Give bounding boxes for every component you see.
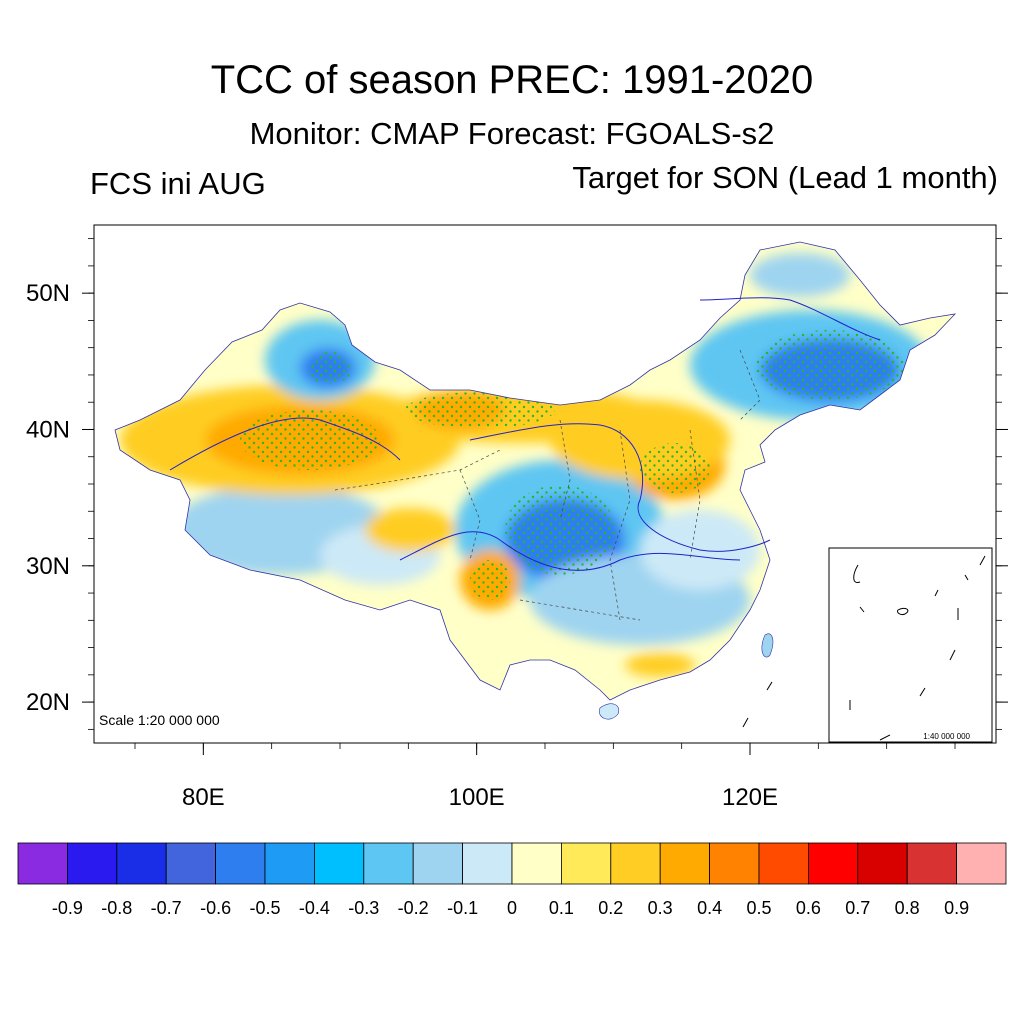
colorbar-label: 0.4 bbox=[697, 898, 722, 918]
province-boundaries bbox=[334, 349, 761, 621]
colorbar-label: 0.1 bbox=[549, 898, 574, 918]
colorbar-label: -0.7 bbox=[151, 898, 182, 918]
colorbar-swatch bbox=[17, 842, 68, 885]
colorbar-label: 0.7 bbox=[845, 898, 870, 918]
colorbar-label: -0.2 bbox=[398, 898, 429, 918]
x-tick-label: 80E bbox=[182, 784, 225, 811]
init-label: FCS ini AUG bbox=[90, 166, 266, 201]
rivers bbox=[169, 297, 881, 571]
colorbar-swatch bbox=[906, 842, 958, 885]
colorbar-label: 0.5 bbox=[746, 898, 771, 918]
colorbar-label: -0.4 bbox=[299, 898, 330, 918]
inset-scale: 1:40 000 000 bbox=[923, 732, 970, 741]
colorbar-swatch bbox=[215, 842, 266, 885]
colorbar-label: 0 bbox=[507, 898, 517, 918]
inset-islands bbox=[849, 555, 986, 741]
colorbar-swatch bbox=[659, 842, 711, 885]
colorbar-swatch bbox=[412, 842, 464, 885]
colorbar-swatch bbox=[313, 842, 365, 885]
y-tick-label: 40N bbox=[26, 416, 70, 443]
hainan bbox=[599, 703, 620, 720]
y-tick-label: 50N bbox=[26, 280, 70, 307]
colorbar-swatch bbox=[610, 842, 661, 885]
colorbar-swatch bbox=[857, 842, 908, 885]
colorbar: -0.9 -0.8 -0.7 -0.6 -0.5 -0.4 -0.3 -0.2 -0.1 0 0.1… bbox=[17, 842, 1007, 918]
target-label: Target for SON (Lead 1 month) bbox=[572, 160, 998, 195]
inset-map bbox=[828, 547, 993, 743]
y-tick-label: 30N bbox=[26, 553, 70, 580]
colorbar-swatch bbox=[363, 842, 414, 885]
y-axis: 50N 40N 30N 20N bbox=[26, 238, 1008, 730]
colorbar-label: -0.1 bbox=[447, 898, 478, 918]
colorbar-swatch bbox=[67, 842, 118, 885]
colorbar-label: 0.9 bbox=[944, 898, 969, 918]
colorbar-swatch bbox=[264, 842, 315, 885]
y-tick-label: 20N bbox=[26, 689, 70, 716]
taiwan bbox=[761, 633, 774, 658]
colorbar-swatch bbox=[758, 842, 809, 885]
colorbar-swatch bbox=[165, 842, 216, 885]
south-sea-islands bbox=[742, 681, 773, 728]
colorbar-swatch bbox=[462, 842, 513, 885]
chart-subtitle: Monitor: CMAP Forecast: FGOALS-s2 bbox=[249, 116, 775, 151]
x-axis: 80E 100E 120E bbox=[134, 743, 956, 811]
colorbar-swatch bbox=[709, 842, 760, 885]
colorbar-label: 0.6 bbox=[796, 898, 821, 918]
colorbar-label: -0.3 bbox=[348, 898, 379, 918]
colorbar-label: -0.6 bbox=[200, 898, 231, 918]
chart-title: TCC of season PREC: 1991-2020 bbox=[210, 58, 814, 102]
colorbar-swatch bbox=[808, 842, 859, 885]
x-tick-label: 120E bbox=[722, 784, 778, 811]
colorbar-swatch bbox=[956, 842, 1007, 885]
colorbar-label: -0.9 bbox=[52, 898, 83, 918]
colorbar-swatch bbox=[116, 842, 167, 885]
x-tick-label: 100E bbox=[449, 784, 505, 811]
colorbar-label: -0.5 bbox=[249, 898, 280, 918]
colorbar-label: 0.8 bbox=[895, 898, 920, 918]
map-scale: Scale 1:20 000 000 bbox=[99, 712, 220, 728]
colorbar-swatch bbox=[561, 842, 612, 885]
colorbar-swatch bbox=[511, 842, 562, 885]
colorbar-label: -0.8 bbox=[101, 898, 132, 918]
colorbar-label: 0.2 bbox=[598, 898, 623, 918]
colorbar-label: 0.3 bbox=[648, 898, 673, 918]
